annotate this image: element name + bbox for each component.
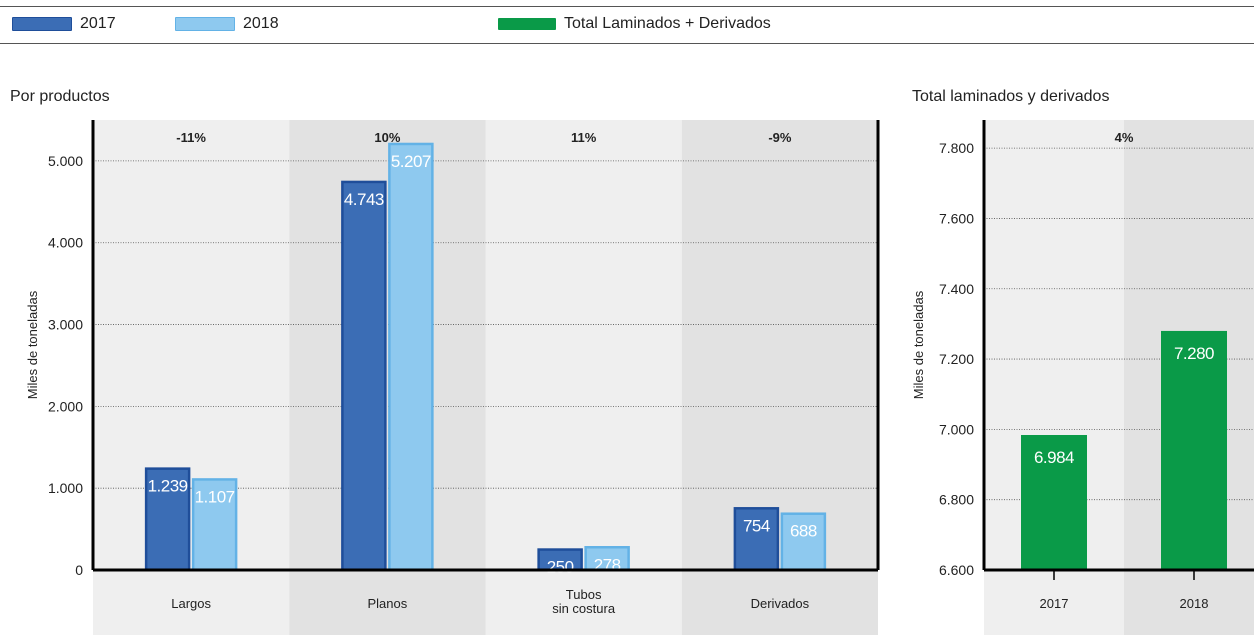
change-label: 4% (1115, 130, 1134, 145)
chart-title-products: Por productos (10, 88, 110, 105)
legend-label-2017: 2017 (80, 15, 116, 32)
bar (191, 478, 238, 572)
chart-title-total: Total laminados y derivados (912, 88, 1110, 105)
data-label: 754 (743, 516, 770, 535)
legend-swatch-total (498, 18, 556, 30)
change-label: -11% (176, 130, 206, 145)
y-axis-label: Miles de toneladas (25, 290, 40, 399)
legend-label-2018: 2018 (243, 15, 279, 32)
y-tick-label: 5.000 (48, 153, 83, 169)
x-tick-label: Largos (171, 596, 211, 611)
legend-swatch-2018 (175, 17, 235, 31)
bar (1021, 435, 1087, 570)
bar (388, 142, 434, 572)
category-band (289, 120, 486, 635)
y-tick-label: 7.000 (939, 421, 974, 437)
data-label: 4.743 (344, 190, 384, 209)
data-label: 7.280 (1174, 344, 1214, 363)
y-tick-label: 7.800 (939, 140, 974, 156)
x-tick-label: Tubos (566, 587, 602, 602)
y-tick-label: 7.600 (939, 210, 974, 226)
legend-top-rule (0, 6, 1254, 7)
data-label: 5.207 (391, 152, 431, 171)
legend-item-total: Total Laminados + Derivados (498, 14, 771, 34)
change-label: 10% (374, 130, 400, 145)
legend-bottom-rule (0, 43, 1254, 44)
legend-label-total: Total Laminados + Derivados (564, 15, 771, 32)
data-label: 250 (547, 558, 574, 577)
change-label: -9% (768, 130, 792, 145)
y-tick-label: 2.000 (48, 398, 83, 414)
y-tick-label: 1.000 (48, 480, 83, 496)
data-label: 688 (790, 522, 817, 541)
x-tick-label: sin costura (552, 601, 616, 616)
category-band (485, 120, 682, 635)
y-tick-label: 7.400 (939, 281, 974, 297)
y-tick-label: 6.800 (939, 492, 974, 508)
x-tick-label: Derivados (751, 596, 810, 611)
category-band (681, 120, 878, 635)
y-tick-label: 7.200 (939, 351, 974, 367)
bar (733, 507, 780, 572)
data-label: 1.239 (148, 477, 188, 496)
bar (1161, 330, 1227, 570)
y-tick-label: 6.600 (939, 562, 974, 578)
y-tick-label: 4.000 (48, 235, 83, 251)
data-label: 6.984 (1034, 448, 1074, 467)
data-label: 1.107 (195, 487, 235, 506)
y-axis-label: Miles de toneladas (911, 290, 926, 399)
legend: 2017 2018 Total Laminados + Derivados (0, 0, 1254, 46)
legend-item-2017: 2017 (12, 14, 116, 34)
bar (341, 180, 387, 572)
legend-item-2018: 2018 (175, 14, 279, 34)
x-tick-label: 2018 (1180, 596, 1209, 611)
x-tick-label: 2017 (1040, 596, 1069, 611)
x-tick-label: Planos (368, 596, 408, 611)
category-band (93, 120, 290, 635)
legend-swatch-2017 (12, 17, 72, 31)
change-label: 11% (571, 130, 597, 145)
y-tick-label: 0 (75, 562, 83, 578)
y-tick-label: 3.000 (48, 317, 83, 333)
